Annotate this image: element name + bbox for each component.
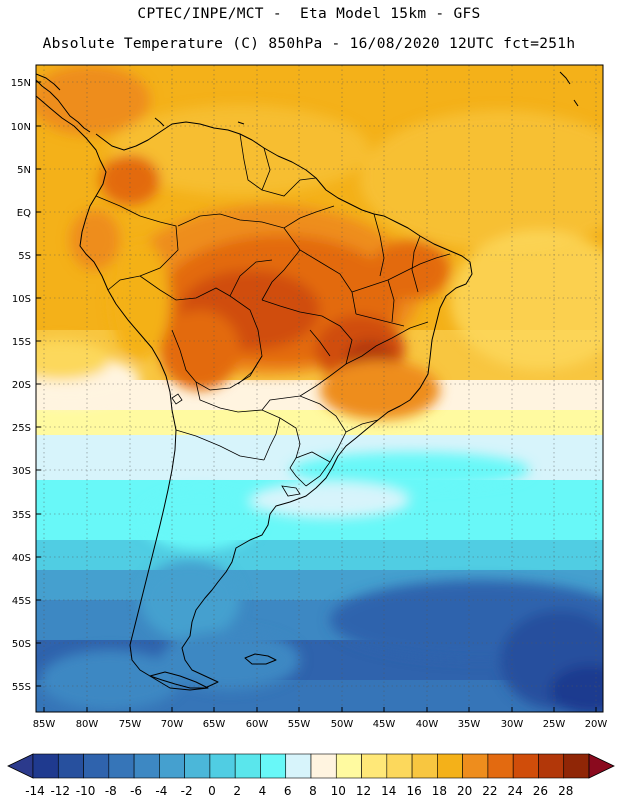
colorbar-label: -8	[105, 784, 117, 798]
axis-ticks	[36, 81, 597, 712]
colorbar-swatch	[437, 753, 463, 779]
lat-label-25s: 25S	[12, 423, 31, 434]
colorbar-label: 4	[259, 784, 267, 798]
colorbar-label: 16	[406, 784, 421, 798]
colorbar: -14 -12 -10 -8 -6 -4 -2 0 2 4 6 8 10 12 14 16 18 20 22 24 26…	[7, 753, 615, 798]
lat-label-5n: 5N	[17, 165, 31, 176]
colorbar-label: 12	[356, 784, 371, 798]
colorbar-label: -14	[25, 784, 45, 798]
graticule	[36, 65, 603, 712]
colorbar-swatch	[83, 753, 110, 779]
colorbar-label: -6	[130, 784, 142, 798]
lat-label-45s: 45S	[12, 596, 31, 607]
lon-label-40w: 40W	[416, 719, 439, 730]
colorbar-low-arrow	[7, 753, 34, 779]
colorbar-swatch	[487, 753, 514, 779]
colorbar-swatches	[32, 753, 590, 779]
colorbar-label: 20	[457, 784, 472, 798]
lon-label-80w: 80W	[76, 719, 99, 730]
colorbar-label: 2	[233, 784, 241, 798]
country-borders	[95, 133, 451, 487]
coastlines	[36, 71, 579, 691]
colorbar-swatch	[32, 753, 59, 779]
colorbar-swatch	[57, 753, 84, 779]
colorbar-label: 8	[309, 784, 317, 798]
title-line-1: CPTEC/INPE/MCT - Eta Model 15km - GFS	[137, 6, 481, 22]
lat-label-55s: 55S	[12, 682, 31, 693]
lon-label-20w: 20W	[585, 719, 608, 730]
colorbar-swatch	[209, 753, 236, 779]
colorbar-label: 28	[558, 784, 573, 798]
colorbar-label: -4	[155, 784, 167, 798]
colorbar-swatch	[184, 753, 211, 779]
colorbar-swatch	[285, 753, 312, 779]
lat-label-eq: EQ	[17, 208, 31, 219]
plot-frame	[35, 64, 604, 713]
lat-label-15s: 15S	[12, 337, 31, 348]
title-line-2: Absolute Temperature (C) 850hPa - 16/08/…	[42, 36, 576, 52]
colorbar-swatch	[310, 753, 337, 779]
colorbar-label: -12	[50, 784, 70, 798]
colorbar-labels: -14 -12 -10 -8 -6 -4 -2 0 2 4 6 8 10 12 14 16 18 20 22 24 26…	[25, 784, 573, 798]
lon-label-85w: 85W	[33, 719, 56, 730]
colorbar-swatch	[260, 753, 287, 779]
colorbar-label: 26	[533, 784, 548, 798]
colorbar-label: -10	[76, 784, 96, 798]
lon-label-30w: 30W	[501, 719, 524, 730]
colorbar-swatch	[411, 753, 438, 779]
latitude-labels: 15N 10N 5N EQ 5S 10S 15S 20S 25S 30S 35S…	[11, 78, 31, 693]
colorbar-swatch	[563, 753, 590, 779]
lat-label-15n: 15N	[11, 78, 31, 89]
lon-label-45w: 45W	[373, 719, 396, 730]
lon-label-25w: 25W	[543, 719, 566, 730]
colorbar-swatch	[234, 753, 261, 779]
colorbar-swatch	[133, 753, 160, 779]
lat-label-5s: 5S	[18, 251, 31, 262]
colorbar-label: 14	[381, 784, 396, 798]
colorbar-swatch	[462, 753, 489, 779]
colorbar-label: 10	[331, 784, 346, 798]
colorbar-label: -2	[181, 784, 193, 798]
temperature-field	[36, 65, 603, 712]
colorbar-swatch	[159, 753, 185, 779]
lon-label-50w: 50W	[331, 719, 354, 730]
colorbar-high-arrow	[588, 753, 615, 779]
lon-label-70w: 70W	[161, 719, 184, 730]
lon-label-65w: 65W	[203, 719, 226, 730]
lat-label-40s: 40S	[12, 553, 31, 564]
colorbar-swatch	[386, 753, 413, 779]
lon-label-75w: 75W	[119, 719, 142, 730]
colorbar-label: 24	[508, 784, 523, 798]
lat-label-35s: 35S	[12, 510, 31, 521]
lon-label-60w: 60W	[246, 719, 269, 730]
colorbar-swatch	[108, 753, 135, 779]
colorbar-swatch	[538, 753, 565, 779]
longitude-labels: 85W 80W 75W 70W 65W 60W 55W 50W 45W 40W …	[33, 719, 608, 730]
colorbar-swatch	[361, 753, 388, 779]
lon-label-35w: 35W	[458, 719, 481, 730]
lon-label-55w: 55W	[288, 719, 311, 730]
lat-label-30s: 30S	[12, 466, 31, 477]
colorbar-swatch	[335, 753, 362, 779]
colorbar-label: 6	[284, 784, 292, 798]
lat-label-50s: 50S	[12, 639, 31, 650]
lat-label-10n: 10N	[11, 122, 31, 133]
lat-label-10s: 10S	[12, 294, 31, 305]
colorbar-swatch	[512, 753, 539, 779]
colorbar-label: 0	[208, 784, 216, 798]
colorbar-label: 18	[432, 784, 447, 798]
colorbar-label: 22	[482, 784, 497, 798]
lat-label-20s: 20S	[12, 380, 31, 391]
